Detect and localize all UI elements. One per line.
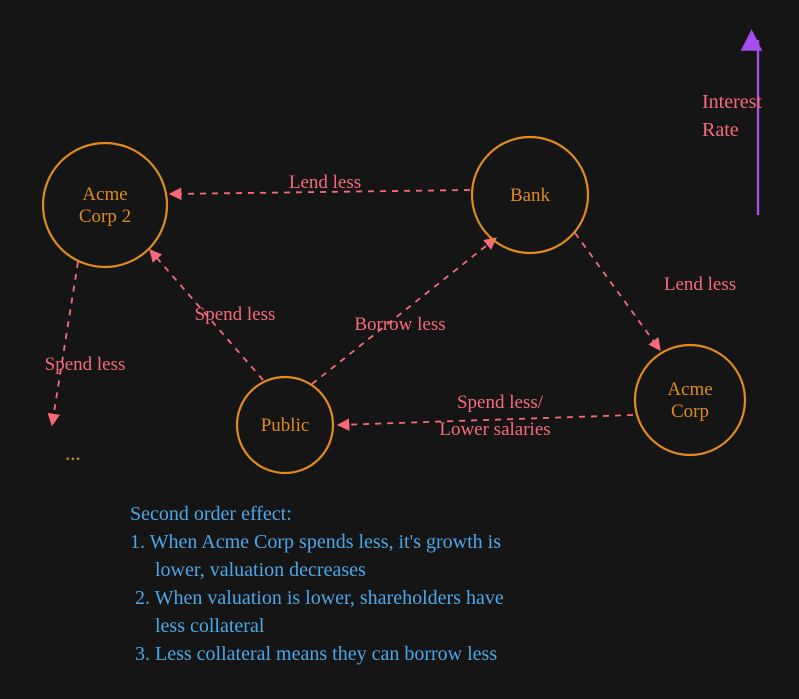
node-acme2 — [43, 143, 167, 267]
edge-label-bank-acme: Lend less — [664, 274, 736, 295]
note-line: lower, valuation decreases — [130, 559, 366, 581]
interest-rate-label: Interest — [702, 91, 762, 113]
note-line: less collateral — [130, 615, 265, 637]
node-label-public: Public — [261, 415, 310, 436]
node-label-acme2: Acme — [82, 184, 127, 205]
node-label-bank: Bank — [510, 185, 551, 206]
note-line: 2. When valuation is lower, shareholders… — [130, 587, 504, 609]
edge-label-acme2-ellipsis: Spend less — [45, 354, 126, 375]
edge-label2-acme-public: Lower salaries — [439, 419, 550, 440]
node-acme — [635, 345, 745, 455]
edge-public-bank — [312, 238, 496, 384]
note-line: 3. Less collateral means they can borrow… — [130, 643, 497, 665]
note-line: 1. When Acme Corp spends less, it's grow… — [130, 531, 501, 553]
node-label-acme: Acme — [667, 379, 712, 400]
edge-label-public-acme2: Spend less — [195, 304, 276, 325]
node-label-acme: Corp — [671, 401, 709, 422]
edge-acme2-ellipsis — [52, 262, 78, 425]
node-label-acme2: Corp 2 — [79, 206, 131, 227]
edge-bank-acme — [575, 233, 660, 350]
ellipsis: ... — [65, 441, 81, 465]
edge-label-public-bank: Borrow less — [354, 314, 445, 335]
edge-label-bank-acme2: Lend less — [289, 172, 361, 193]
interest-rate-label: Rate — [702, 119, 739, 141]
edge-label-acme-public: Spend less/ — [457, 392, 544, 413]
note-line: Second order effect: — [130, 503, 292, 525]
